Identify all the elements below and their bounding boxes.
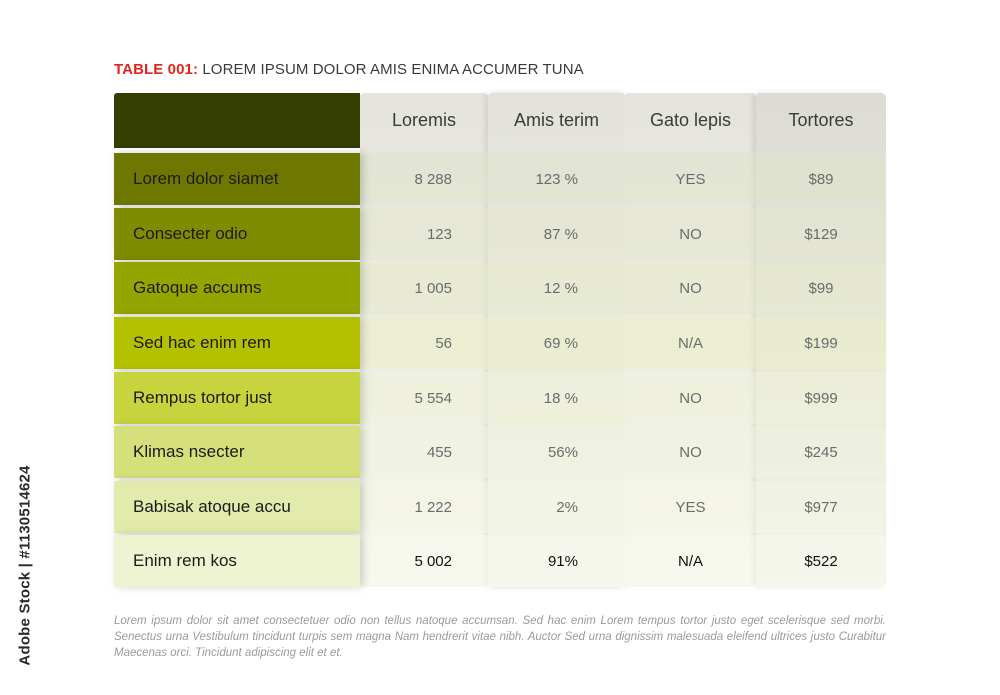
cell-tortores: $522 (804, 552, 838, 570)
row-tint (360, 153, 886, 205)
cell-tortores: $129 (804, 225, 838, 243)
table-title-text: LOREM IPSUM DOLOR AMIS ENIMA ACCUMER TUN… (202, 61, 584, 78)
row-label: Enim rem kos (114, 535, 360, 587)
table-row: Babisak atoque accu 1 222 2% YES $977 (114, 481, 886, 533)
cell-loremis: 8 288 (414, 170, 452, 188)
cell-tortores: $977 (804, 498, 838, 516)
cell-gato-lepis: N/A (677, 334, 703, 352)
cell-tortores: $245 (804, 443, 838, 461)
cell-amis-terim: 123 % (535, 170, 578, 188)
cell-amis-terim: 18 % (543, 389, 578, 407)
cell-amis-terim: 91% (547, 552, 578, 570)
watermark: Adobe Stock | #1130514624 (13, 455, 37, 675)
row-tint (360, 372, 886, 424)
row-tint (360, 262, 886, 314)
cell-gato-lepis: YES (675, 498, 706, 516)
cell-gato-lepis: NO (679, 225, 702, 243)
table-row: Klimas nsecter 455 56% NO $245 (114, 426, 886, 478)
cell-gato-lepis: YES (675, 170, 706, 188)
table-row: Enim rem kos 5 002 91% N/A $522 (114, 535, 886, 587)
row-tint (360, 426, 886, 478)
column-header-gato-lepis: Gato lepis (649, 110, 732, 130)
row-label: Rempus tortor just (114, 372, 360, 424)
row-tint (360, 481, 886, 533)
cell-loremis: 56 (435, 334, 452, 352)
column-header-loremis: Loremis (391, 110, 457, 130)
cell-loremis: 5 002 (414, 552, 452, 570)
table-title: TABLE 001: LOREM IPSUM DOLOR AMIS ENIMA … (114, 61, 584, 78)
cell-amis-terim: 69 % (543, 334, 578, 352)
cell-tortores: $99 (808, 279, 834, 297)
row-label: Lorem dolor siamet (114, 153, 360, 205)
row-tint (360, 317, 886, 369)
cell-gato-lepis: NO (679, 279, 702, 297)
cell-tortores: $89 (808, 170, 834, 188)
cell-loremis: 1 005 (414, 279, 452, 297)
row-label: Consecter odio (114, 208, 360, 260)
data-table: Loremis Amis terim Gato lepis Tortores L… (114, 93, 886, 587)
cell-gato-lepis: NO (679, 443, 702, 461)
table-row: Rempus tortor just 5 554 18 % NO $999 (114, 372, 886, 424)
row-label: Gatoque accums (114, 262, 360, 314)
table-row: Lorem dolor siamet 8 288 123 % YES $89 (114, 153, 886, 205)
column-header-tortores: Tortores (788, 110, 854, 130)
table-row: Consecter odio 123 87 % NO $129 (114, 208, 886, 260)
cell-gato-lepis: NO (679, 389, 702, 407)
cell-loremis: 1 222 (414, 498, 452, 516)
cell-amis-terim: 2% (556, 498, 578, 516)
cell-loremis: 123 (426, 225, 452, 243)
row-tint (360, 535, 886, 587)
cell-amis-terim: 12 % (543, 279, 578, 297)
table-row: Gatoque accums 1 005 12 % NO $99 (114, 262, 886, 314)
row-tint (360, 208, 886, 260)
table-row: Sed hac enim rem 56 69 % N/A $199 (114, 317, 886, 369)
cell-amis-terim: 87 % (543, 225, 578, 243)
table-title-prefix: TABLE 001: (114, 61, 199, 78)
cell-loremis: 5 554 (414, 389, 452, 407)
row-label: Babisak atoque accu (114, 481, 360, 533)
cell-tortores: $199 (804, 334, 838, 352)
row-label: Sed hac enim rem (114, 317, 360, 369)
watermark-text: Adobe Stock | #1130514624 (16, 464, 34, 666)
cell-gato-lepis: N/A (677, 552, 703, 570)
cell-tortores: $999 (804, 389, 838, 407)
table-header: Loremis Amis terim Gato lepis Tortores (114, 93, 886, 148)
header-corner (114, 93, 360, 148)
column-header-amis-terim: Amis terim (514, 110, 599, 130)
cell-amis-terim: 56% (547, 443, 578, 461)
cell-loremis: 455 (426, 443, 452, 461)
row-label: Klimas nsecter (114, 426, 360, 478)
footnote: Lorem ipsum dolor sit amet consectetuer … (114, 615, 886, 659)
